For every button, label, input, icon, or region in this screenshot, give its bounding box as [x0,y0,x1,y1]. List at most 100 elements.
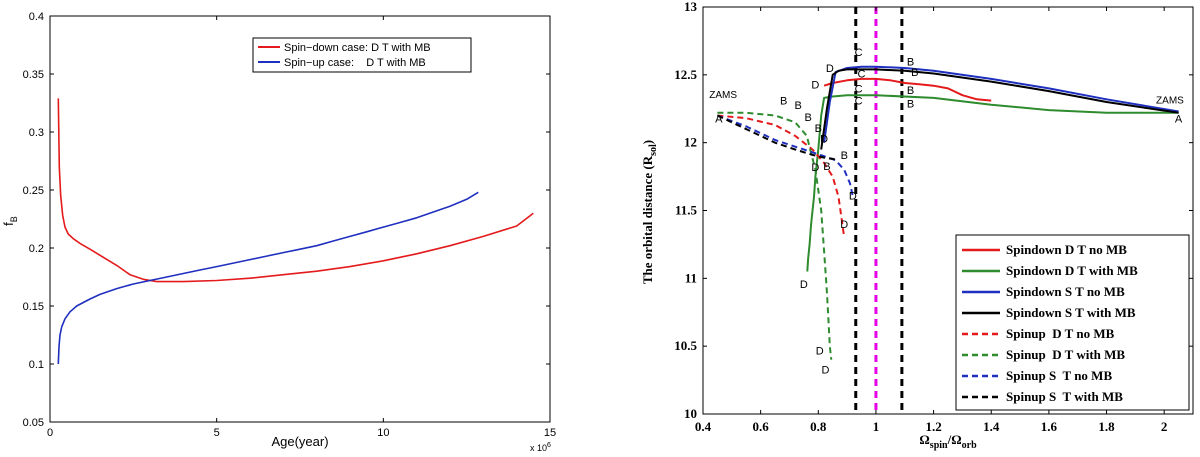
chart1-y-tick-label: 0.4 [29,11,44,23]
chart2-series-3 [820,68,1179,150]
chart-fb-vs-age: 0 5 10 15 0.05 0.1 0.15 0.2 0.25 0.3 0.35 0.4 Age(… [1,11,556,453]
chart2-series-4 [717,114,846,238]
chart2-annotation-d: D [811,79,819,91]
chart2-y-label-sub: sol [648,144,659,156]
chart2-annotation-b: B [907,56,914,68]
chart2-x-label-sub-spin: spin [930,440,948,451]
chart1-x-multiplier-exp: 6 [547,442,551,449]
chart2-x-tick-label: 0.8 [810,419,827,434]
chart2-legend-label-6: Spinup S T no MB [1006,368,1112,383]
chart1-y-tick-label: 0.25 [23,185,44,197]
chart2-annotation-b: B [907,85,914,97]
chart1-y-axis-label: fB [1,216,19,226]
chart1-y-tick-label: 0.15 [23,301,44,313]
chart2-series-0 [823,77,992,102]
chart1-x-tick-label: 15 [544,427,556,439]
chart2-annotation-d: D [820,134,828,146]
chart2-annotation-a: A [1175,113,1183,125]
chart2-annotation-d: D [811,162,819,174]
chart1-series-1 [57,191,479,365]
chart1-y-tick-label: 0.2 [29,243,44,255]
chart1-x-tick-label: 5 [214,427,220,439]
chart2-annotation-c: C [855,96,863,108]
chart2-x-tick-label: 1 [873,419,880,434]
chart2-plot-area [716,65,1179,360]
chart2-annotation-b: B [841,150,848,162]
chart2-y-tick-label: 11 [685,270,697,285]
chart2-series-2 [823,65,1179,143]
chart2-annotation-b: B [780,96,787,108]
chart2-annotation-d: D [816,345,824,357]
chart2-series-5 [717,111,833,360]
chart2-legend-label-2: Spindown S T no MB [1006,284,1125,299]
chart2-x-ticks: 0.4 0.6 0.8 1 1.2 1.4 1.6 1.8 2 [695,7,1167,434]
chart2-y-tick-label: 10.5 [674,338,697,353]
chart2-annotation-d: D [849,191,857,203]
chart2-y-tick-label: 12 [684,135,697,150]
chart2-y-ticks: 10 10.5 11 11.5 12 12.5 13 [674,0,1193,421]
chart2-x-label-mid: /Ω [947,432,962,447]
chart2-series-1 [806,94,1179,272]
chart2-legend-label-1: Spindown D T with MB [1006,263,1138,278]
chart2-y-tick-label: 13 [684,0,698,14]
chart2-annotation-b: B [805,112,812,124]
chart2-y-tick-label: 12.5 [674,67,697,82]
chart2-annotation-b: B [911,67,918,79]
chart2-reference-lines [854,7,904,414]
chart1-legend-label-spin-up: Spin−up case: D T with MB [284,57,426,69]
chart2-y-label-main: The orbital distance (R [640,155,655,284]
chart1-y-tick-label: 0.3 [29,127,44,139]
chart2-x-label-sub-orb: orb [962,440,977,451]
chart1-legend-box [252,37,472,73]
chart2-y-axis-label: The orbital distance (Rsol) [640,140,659,284]
chart2-x-tick-label: 0.6 [753,419,770,434]
chart2-y-label-end: ) [640,140,655,144]
chart2-annotation-b: B [815,123,822,135]
chart2-y-tick-label: 11.5 [675,203,698,218]
chart2-x-tick-label: 0.4 [695,419,712,434]
chart1-x-multiplier: x 106 [530,442,551,453]
chart1-x-ticks: 0 5 10 15 [47,16,556,439]
chart2-legend-label-4: Spinup D T no MB [1006,326,1115,341]
chart2-x-tick-label: 1.6 [1041,419,1058,434]
chart1-x-tick-label: 0 [47,427,53,439]
chart2-annotation-d: D [826,63,834,75]
chart1-x-axis-label: Age(year) [271,434,328,449]
chart2-annotation-a: A [715,113,723,125]
chart1-y-tick-label: 0.05 [23,417,44,429]
chart2-annotation-d: D [800,279,808,291]
chart1-y-axis-label-main: f [1,222,16,226]
chart2-series-7 [716,114,839,162]
chart2-x-tick-label: 1.2 [925,419,941,434]
chart2-y-tick-label: 10 [684,406,697,421]
chart2-annotation-b: B [907,98,914,110]
chart2-annotation-b: B [823,161,830,173]
chart2-legend-box [955,234,1190,411]
chart1-series-0 [57,98,534,283]
chart2-annotation-c: C [855,83,863,95]
chart2-legend: Spindown D T no MB Spindown D T with MB Sp… [955,234,1190,411]
chart1-y-ticks: 0.05 0.1 0.15 0.2 0.25 0.3 0.35 0.4 [23,11,550,429]
chart1-axes-frame [49,15,551,423]
chart2-legend-label-3: Spindown S T with MB [1006,305,1136,320]
chart2-legend-label-5: Spinup D T with MB [1006,347,1125,362]
chart2-annotation-d: D [840,219,848,231]
chart2-series-6 [717,114,854,198]
chart1-x-tick-label: 10 [377,427,389,439]
chart1-y-tick-label: 0.1 [29,359,44,371]
chart1-y-axis-label-sub: B [9,216,19,222]
chart2-x-tick-label: 1.8 [1098,419,1115,434]
chart2-annotation-zams: ZAMS [1156,95,1184,106]
chart2-legend-label-7: Spinup S T with MB [1006,389,1123,404]
chart1-legend: Spin−down case: D T with MB Spin−up case… [252,37,472,73]
chart1-legend-label-spin-down: Spin−down case: D T with MB [284,42,431,54]
chart1-x-multiplier-base: x 10 [530,443,547,453]
chart2-annotation-b: B [794,100,801,112]
chart1-plot-area [57,98,534,365]
chart2-legend-label-0: Spindown D T no MB [1006,242,1127,257]
chart2-x-axis-label: Ωspin/Ωorb [919,432,977,451]
chart2-annotation-d: D [822,364,830,376]
